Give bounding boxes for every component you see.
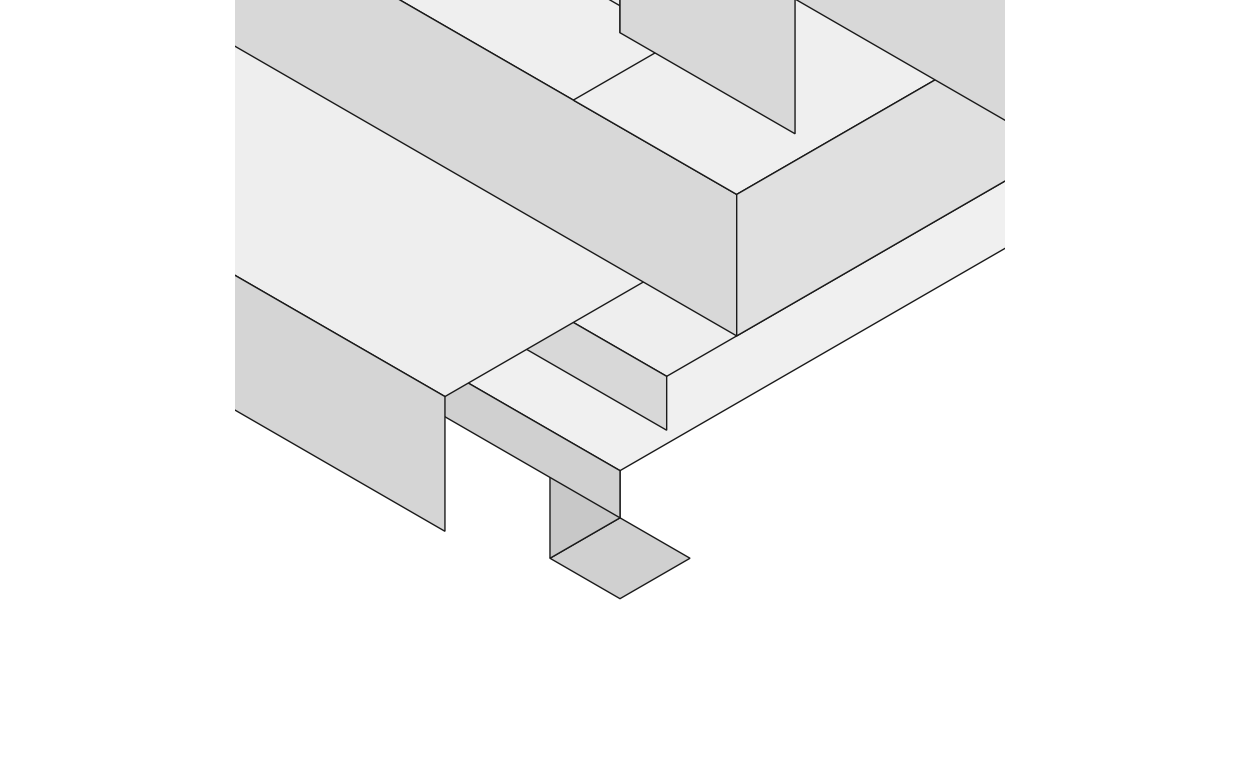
Polygon shape xyxy=(620,0,795,134)
Polygon shape xyxy=(795,0,1240,235)
Polygon shape xyxy=(0,0,737,336)
Polygon shape xyxy=(573,0,1240,195)
Polygon shape xyxy=(0,0,713,397)
Polygon shape xyxy=(0,0,1240,470)
Text: 2: 2 xyxy=(388,244,401,262)
Polygon shape xyxy=(0,0,1168,80)
Polygon shape xyxy=(0,0,1240,377)
Polygon shape xyxy=(0,0,667,430)
Polygon shape xyxy=(0,0,1017,168)
Polygon shape xyxy=(737,0,1240,336)
Polygon shape xyxy=(0,0,900,195)
Polygon shape xyxy=(795,0,1240,370)
Polygon shape xyxy=(551,518,689,599)
Polygon shape xyxy=(0,0,107,262)
Polygon shape xyxy=(0,0,620,518)
Polygon shape xyxy=(0,0,445,531)
Polygon shape xyxy=(551,437,620,558)
Polygon shape xyxy=(0,0,48,141)
Polygon shape xyxy=(620,0,771,33)
